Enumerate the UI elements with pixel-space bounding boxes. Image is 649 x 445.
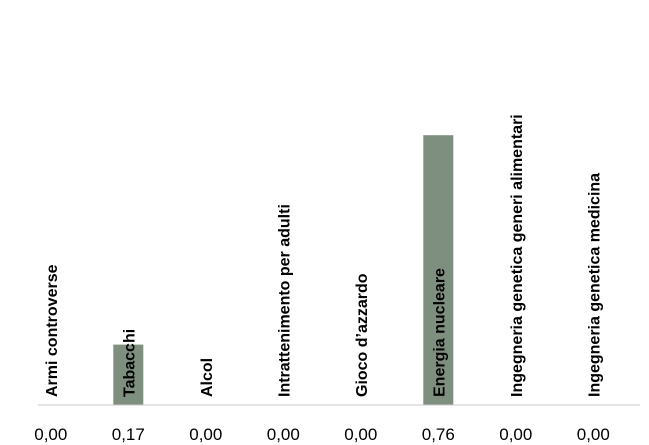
category-label: Armi controverse <box>44 264 61 397</box>
category-label: Tabacchi <box>121 329 138 397</box>
category-label: Ingegneria genetica generi alimentari <box>509 114 526 397</box>
bar-2 <box>113 344 144 405</box>
value-label: 0,00 <box>267 425 300 444</box>
bars-group <box>113 135 454 405</box>
category-label: Intrattenimento per adulti <box>276 204 293 397</box>
bar-6 <box>423 135 454 405</box>
value-label: 0,00 <box>499 425 532 444</box>
category-labels-group: Armi controverse Tabacchi Alcol Intrattenim… <box>44 114 603 397</box>
value-label: 0,17 <box>112 425 145 444</box>
category-label: Energia nucleare <box>431 268 448 397</box>
value-labels-group: 0,00 0,17 0,00 0,00 0,00 0,76 0,00 0,00 <box>34 425 610 444</box>
value-label: 0,00 <box>577 425 610 444</box>
value-label: 0,00 <box>189 425 222 444</box>
value-label: 0,00 <box>344 425 377 444</box>
category-label: Alcol <box>199 358 216 397</box>
value-label: 0,00 <box>34 425 67 444</box>
category-label: Gioco d’azzardo <box>354 273 371 397</box>
category-label: Ingegneria genetica medicina <box>586 173 603 397</box>
value-label: 0,76 <box>422 425 455 444</box>
